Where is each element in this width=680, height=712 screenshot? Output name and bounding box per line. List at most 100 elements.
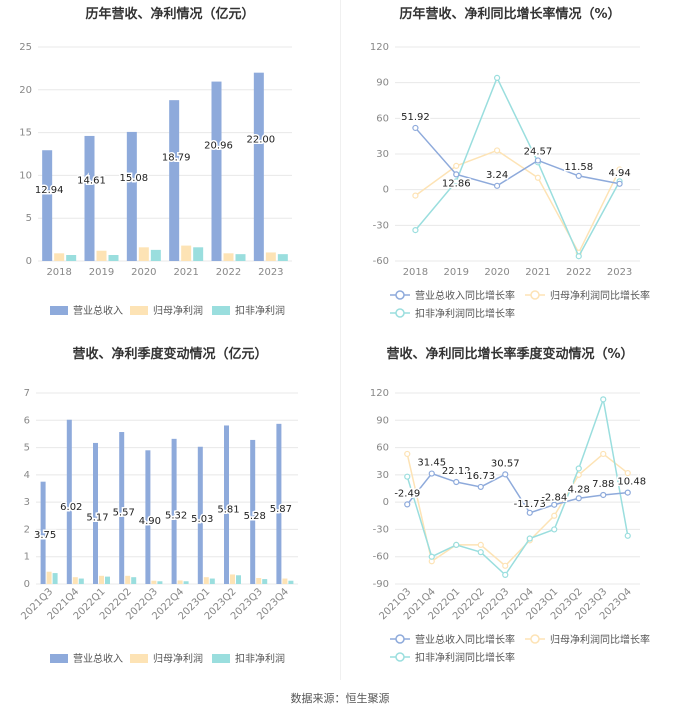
data-source-footer: 数据来源：恒生聚源: [290, 692, 390, 705]
legend-swatch: [212, 306, 230, 315]
x-tick-label: 2018: [46, 267, 71, 278]
bar-revenue: [42, 150, 53, 261]
point-value-label: -2.84: [541, 493, 567, 504]
data-point: [534, 174, 542, 181]
y-tick-label: 90: [376, 78, 389, 89]
legend-swatch: [130, 654, 148, 663]
x-tick-label: 2020: [484, 267, 509, 278]
data-point: [404, 450, 411, 458]
bar-value-label: 5.81: [217, 505, 239, 516]
data-point: [551, 512, 558, 519]
bar-deducted-profit: [262, 579, 268, 584]
bar-net-profit: [99, 575, 104, 584]
data-point: [551, 526, 558, 533]
bar-deducted-profit: [108, 255, 119, 261]
bar-deducted-profit: [157, 581, 163, 584]
data-point: [477, 483, 484, 491]
y-tick-label: 4: [24, 470, 30, 481]
y-tick-label: 6: [24, 415, 30, 426]
legend-label: 归母净利润: [153, 304, 203, 317]
legend-label: 营业总收入同比增长率: [415, 289, 515, 302]
y-tick-label: 30: [376, 149, 389, 160]
data-point: [526, 509, 533, 516]
legend-label: 扣非净利润: [235, 652, 285, 665]
bar-deducted-profit: [131, 577, 137, 584]
bar-value-label: 5.17: [86, 513, 108, 524]
bar-deducted-profit: [183, 581, 189, 584]
y-tick-label: 20: [19, 85, 32, 96]
bar-net-profit: [203, 577, 209, 584]
data-point: [575, 465, 582, 472]
point-value-label: 7.88: [592, 479, 614, 490]
bar-deducted-profit: [150, 249, 161, 261]
y-tick-label: 3: [24, 497, 30, 508]
bar-net-profit: [282, 578, 288, 584]
bar-revenue: [126, 131, 137, 261]
bar-net-profit: [265, 252, 276, 261]
data-point: [551, 501, 558, 508]
legend-label: 归母净利润: [153, 652, 203, 665]
series-line-deducted-profit: [406, 396, 629, 577]
data-point: [493, 147, 501, 154]
bar-net-profit: [223, 253, 234, 261]
bar-revenue: [40, 481, 46, 584]
point-value-label: 51.92: [401, 112, 430, 123]
point-value-label: -2.49: [394, 488, 420, 499]
y-tick-label: 15: [19, 128, 32, 139]
x-tick-label: 2020: [131, 267, 156, 278]
data-point: [477, 549, 484, 556]
bar-deducted-profit: [288, 580, 294, 584]
y-tick-label: -30: [373, 220, 389, 231]
legend-label: 营业总收入同比增长率: [415, 633, 515, 646]
point-value-label: -11.73: [514, 499, 546, 510]
bar-value-label: 5.28: [244, 511, 266, 522]
data-point: [600, 491, 607, 499]
data-point: [575, 495, 582, 502]
chart-title: 历年营收、净利同比增长率情况（%）: [399, 6, 620, 22]
data-point: [624, 532, 631, 539]
chart-title: 历年营收、净利情况（亿元）: [85, 6, 254, 22]
x-tick-label: 2021: [173, 267, 198, 278]
legend-marker: [530, 290, 540, 300]
bar-deducted-profit: [66, 255, 77, 261]
data-point: [412, 192, 419, 199]
y-tick-label: 0: [383, 497, 389, 508]
bar-net-profit: [72, 577, 78, 584]
y-tick-label: 0: [383, 185, 389, 196]
data-point: [534, 157, 542, 164]
bar-value-label: 12.94: [35, 185, 64, 196]
bar-net-profit: [230, 574, 235, 584]
data-point: [404, 473, 411, 480]
bar-net-profit: [138, 247, 149, 261]
bar-value-label: 5.57: [113, 508, 135, 519]
bar-net-profit: [46, 571, 52, 584]
y-tick-label: 60: [376, 113, 389, 124]
data-point: [428, 470, 435, 477]
data-point: [477, 541, 484, 548]
point-value-label: 22.12: [442, 466, 471, 477]
x-tick-label: 2021: [525, 267, 550, 278]
legend-marker: [395, 290, 405, 300]
data-point: [600, 450, 607, 458]
y-tick-label: 120: [370, 42, 389, 53]
y-tick-label: 0: [26, 256, 32, 267]
data-point: [616, 166, 623, 173]
bar-value-label: 5.03: [191, 514, 213, 525]
x-tick-label: 2022: [216, 267, 241, 278]
bar-deducted-profit: [193, 247, 204, 261]
data-point: [502, 562, 509, 569]
bar-deducted-profit: [277, 254, 288, 261]
point-value-label: 3.24: [486, 170, 508, 181]
bar-value-label: 22.00: [247, 135, 276, 146]
bar-net-profit: [125, 575, 131, 584]
point-value-label: 4.28: [568, 484, 590, 495]
chart-title: 营收、净利季度变动情况（亿元）: [72, 346, 267, 362]
bar-revenue: [276, 423, 282, 584]
bar-revenue: [84, 135, 95, 261]
legend-label: 扣非净利润同比增长率: [415, 651, 515, 664]
series-line-deducted-profit: [414, 76, 621, 258]
data-point: [616, 180, 623, 187]
bar-value-label: 15.08: [120, 173, 149, 184]
bar-value-label: 5.32: [165, 511, 187, 522]
data-point: [412, 226, 419, 234]
